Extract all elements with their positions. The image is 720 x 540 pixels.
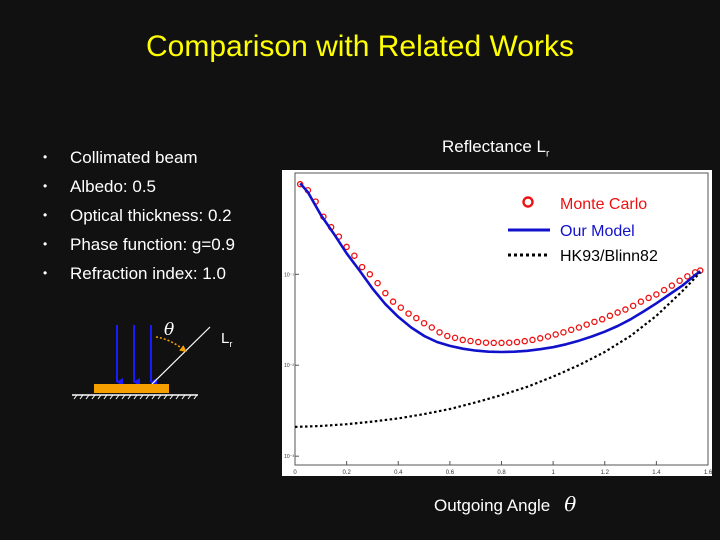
data-point-monte-carlo: [660, 286, 668, 294]
bullet-item: • Phase function: g=0.9: [40, 230, 235, 259]
bullet-item: • Albedo: 0.5: [40, 172, 235, 201]
data-point-monte-carlo: [405, 310, 412, 317]
bullet-dot: •: [43, 150, 48, 164]
x-axis-label: Outgoing Angle θ: [434, 492, 577, 516]
data-point-monte-carlo: [351, 252, 358, 259]
plot-series: [294, 180, 704, 428]
data-point-monte-carlo: [505, 339, 513, 346]
slide-title: Comparison with Related Works: [146, 30, 574, 63]
angle-arc: [155, 336, 187, 353]
bullet-text: Optical thickness: 0.2: [70, 206, 232, 225]
data-point-monte-carlo: [575, 324, 583, 331]
data-point-monte-carlo: [521, 337, 528, 345]
data-point-monte-carlo: [653, 291, 660, 298]
data-point-monte-carlo: [583, 321, 590, 328]
x-tick-label: 1.2: [601, 470, 610, 476]
data-point-monte-carlo: [374, 279, 381, 287]
y-tick-label: 10⁻³: [284, 454, 294, 460]
data-point-monte-carlo: [451, 334, 459, 342]
data-point-monte-carlo: [536, 335, 544, 342]
data-point-monte-carlo: [296, 180, 304, 188]
legend-marker-monte-carlo: [522, 196, 534, 208]
bullet-dot: •: [43, 266, 48, 280]
lr-label: Lr: [221, 330, 232, 349]
x-tick-label: 0.8: [497, 470, 506, 476]
data-point-monte-carlo: [544, 333, 552, 340]
legend-label-our-model: Our Model: [560, 223, 635, 240]
data-point-monte-carlo: [397, 304, 405, 311]
bullet-dot: •: [43, 208, 48, 222]
series-line-our-model: [299, 182, 702, 354]
bullet-text: Phase function: g=0.9: [70, 235, 235, 254]
data-point-monte-carlo: [637, 298, 645, 305]
incident-beams: [116, 325, 157, 386]
data-point-monte-carlo: [444, 332, 451, 340]
y-tick-label: 10⁻¹: [284, 272, 294, 278]
data-point-monte-carlo: [490, 339, 498, 347]
reflection-diagram: θ Lr: [72, 320, 232, 400]
legend: Monte Carlo Our Model HK93/Blinn82: [508, 196, 658, 265]
theta-symbol: θ: [164, 320, 174, 340]
bullet-dot: •: [43, 179, 48, 193]
data-point-monte-carlo: [622, 306, 629, 313]
bullet-text: Collimated beam: [70, 148, 198, 167]
x-tick-label: 1.6: [704, 470, 712, 476]
x-axis: 0 0.2 0.4 0.6 0.8 1 1.2 1.4 1.6: [293, 461, 712, 476]
data-point-monte-carlo: [428, 324, 436, 331]
data-point-monte-carlo: [467, 337, 474, 345]
legend-label-monte-carlo: Monte Carlo: [560, 196, 647, 213]
medium-slab: [94, 384, 169, 393]
x-tick-label: 1: [551, 470, 555, 476]
reflected-ray: [150, 326, 211, 386]
data-point-monte-carlo: [366, 271, 374, 278]
x-tick-label: 0.2: [342, 470, 351, 476]
data-point-monte-carlo: [614, 309, 621, 316]
data-point-monte-carlo: [629, 302, 637, 310]
data-point-monte-carlo: [498, 339, 505, 347]
data-point-monte-carlo: [552, 331, 559, 338]
y-tick-label: 10⁻²: [284, 363, 294, 369]
x-tick-label: 0.4: [394, 470, 403, 476]
bullet-item: • Refraction index: 1.0: [40, 259, 235, 288]
data-point-monte-carlo: [343, 243, 350, 251]
bullet-item: • Optical thickness: 0.2: [40, 201, 235, 230]
x-tick-label: 0: [293, 470, 297, 476]
data-point-monte-carlo: [482, 339, 490, 346]
theta-symbol: θ: [564, 492, 577, 516]
y-axis: 10⁻¹ 10⁻² 10⁻³: [284, 272, 299, 460]
data-point-monte-carlo: [459, 336, 467, 344]
data-point-monte-carlo: [358, 263, 366, 271]
data-point-monte-carlo: [591, 318, 598, 326]
bullet-item: • Collimated beam: [40, 143, 235, 172]
data-point-monte-carlo: [606, 312, 614, 320]
data-point-monte-carlo: [529, 336, 536, 344]
data-point-monte-carlo: [436, 329, 443, 336]
x-tick-label: 0.6: [446, 470, 455, 476]
data-point-monte-carlo: [475, 338, 482, 346]
data-point-monte-carlo: [382, 289, 389, 297]
data-point-monte-carlo: [389, 298, 397, 305]
bullet-list: • Collimated beam • Albedo: 0.5 • Optical t…: [40, 143, 235, 288]
x-tick-label: 1.4: [652, 470, 661, 476]
legend-label-hk93: HK93/Blinn82: [560, 248, 658, 265]
bullet-text: Refraction index: 1.0: [70, 264, 226, 283]
bullet-dot: •: [43, 237, 48, 251]
data-point-monte-carlo: [513, 338, 521, 346]
data-point-monte-carlo: [684, 273, 691, 280]
bullet-text: Albedo: 0.5: [70, 177, 157, 196]
ground-hatch: [73, 394, 198, 400]
data-point-monte-carlo: [413, 314, 420, 322]
data-point-monte-carlo: [676, 277, 683, 284]
data-point-monte-carlo: [420, 319, 428, 327]
data-point-monte-carlo: [668, 282, 676, 289]
chart-title: Reflectance Lr: [442, 137, 550, 160]
data-point-monte-carlo: [560, 329, 567, 336]
data-point-monte-carlo: [645, 294, 652, 302]
reflectance-chart: 0 0.2 0.4 0.6 0.8 1 1.2 1.4 1.6 10⁻¹ 10⁻² 10⁻³ Mon…: [282, 170, 712, 476]
data-point-monte-carlo: [598, 316, 606, 323]
data-point-monte-carlo: [567, 326, 575, 334]
figure-background: [282, 170, 712, 476]
